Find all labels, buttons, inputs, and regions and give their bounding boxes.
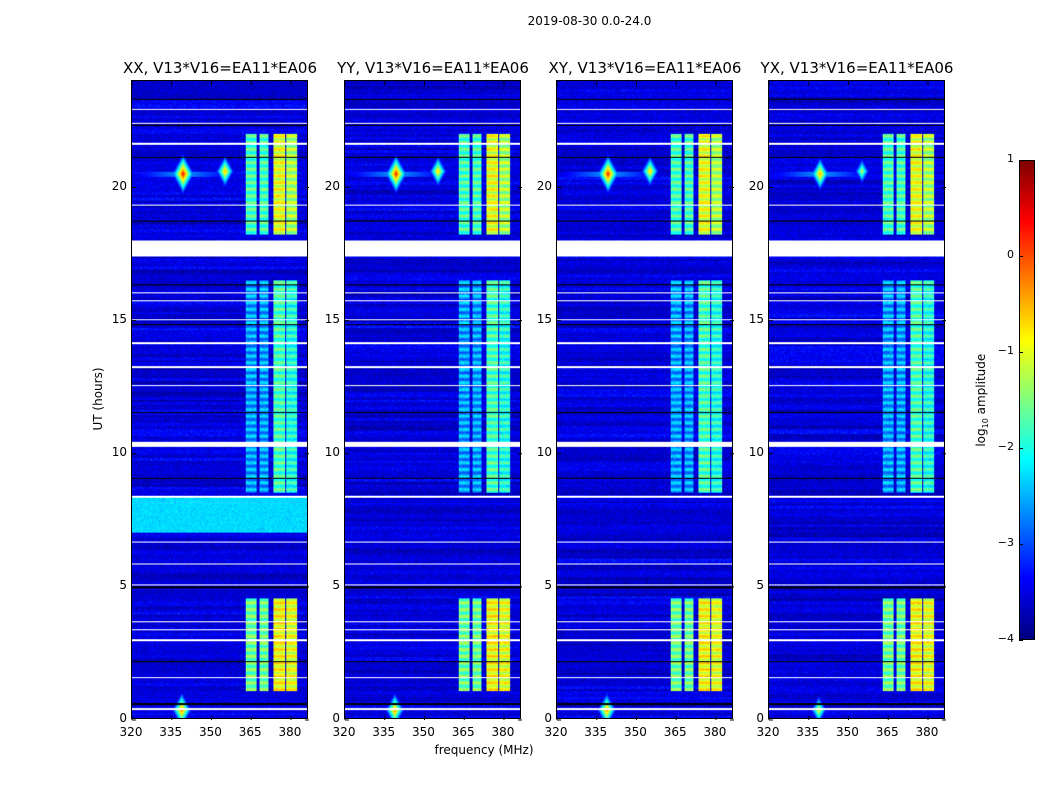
y-tick-label: 15 — [111, 311, 127, 326]
y-tick-label: 10 — [324, 444, 340, 459]
figure-title: 2019-08-30 0.0-24.0 — [527, 14, 652, 28]
panel-title-yy: YY, V13*V16=EA11*EA06 — [337, 59, 529, 77]
panel-ticks — [768, 81, 946, 721]
y-tick-label: 5 — [119, 577, 127, 592]
colorbar-label-rest: amplitude — [973, 353, 988, 419]
x-tick-label: 320 — [756, 725, 780, 739]
colorbar-tick-mark — [1019, 160, 1023, 161]
y-tick-label: 20 — [111, 178, 127, 193]
panel-ticks — [344, 81, 522, 721]
x-tick-label: 335 — [372, 725, 396, 739]
colorbar-tick-label: 0 — [1007, 248, 1014, 261]
y-tick-label: 20 — [748, 178, 764, 193]
spectrogram-yx — [769, 81, 944, 718]
panel-title-xy: XY, V13*V16=EA11*EA06 — [548, 59, 742, 77]
y-tick-label: 5 — [332, 577, 340, 592]
spectrogram-yy — [345, 81, 520, 718]
x-tick-label: 380 — [703, 725, 727, 739]
x-tick-label: 380 — [915, 725, 939, 739]
y-tick-label: 5 — [756, 577, 764, 592]
x-tick-label: 365 — [451, 725, 475, 739]
y-tick-label: 15 — [748, 311, 764, 326]
colorbar-tick-mark — [1019, 544, 1023, 545]
y-tick-label: 5 — [544, 577, 552, 592]
x-tick-label: 320 — [332, 725, 356, 739]
x-tick-label: 380 — [491, 725, 515, 739]
x-tick-label: 350 — [624, 725, 647, 739]
x-tick-label: 335 — [584, 725, 608, 739]
colorbar — [1019, 160, 1035, 640]
x-tick-label: 320 — [119, 725, 143, 739]
y-tick-label: 0 — [756, 711, 764, 725]
y-tick-label: 10 — [536, 444, 552, 459]
spectrogram-panel-yy — [344, 80, 522, 721]
x-tick-label: 335 — [159, 725, 183, 739]
spectrogram-panel-yx — [768, 80, 946, 721]
x-tick-label: 320 — [544, 725, 568, 739]
x-tick-label: 365 — [663, 725, 687, 739]
colorbar-gradient — [1020, 161, 1034, 639]
spectrogram-xx — [132, 81, 307, 718]
colorbar-label-sub: 10 — [981, 418, 991, 429]
x-tick-label: 350 — [836, 725, 859, 739]
y-tick-label: 0 — [332, 711, 340, 725]
y-tick-label: 20 — [536, 178, 552, 193]
x-tick-label: 350 — [412, 725, 435, 739]
x-tick-label: 335 — [796, 725, 820, 739]
y-axis-label: UT (hours) — [91, 367, 105, 431]
colorbar-tick-mark — [1019, 448, 1023, 449]
panel-ticks — [131, 81, 309, 721]
x-tick-label: 365 — [238, 725, 262, 739]
colorbar-tick-mark — [1019, 256, 1023, 257]
colorbar-tick-label: −4 — [997, 632, 1014, 645]
panel-ticks — [556, 81, 734, 721]
colorbar-tick-label: −2 — [997, 440, 1014, 453]
y-tick-label: 15 — [536, 311, 552, 326]
x-tick-label: 380 — [278, 725, 302, 739]
colorbar-tick-label: 1 — [1007, 152, 1014, 165]
spectrogram-panel-xy — [556, 80, 734, 721]
spectrogram-panel-xx — [131, 80, 309, 721]
colorbar-tick-label: −3 — [997, 536, 1014, 549]
colorbar-tick-mark — [1019, 352, 1023, 353]
panel-title-yx: YX, V13*V16=EA11*EA06 — [760, 59, 954, 77]
y-tick-label: 0 — [119, 711, 127, 725]
y-tick-label: 10 — [111, 444, 127, 459]
spectrogram-xy — [557, 81, 732, 718]
colorbar-tick-label: −1 — [997, 344, 1014, 357]
y-tick-label: 20 — [324, 178, 340, 193]
y-tick-label: 15 — [324, 311, 340, 326]
colorbar-tick-mark — [1019, 640, 1023, 641]
y-tick-label: 10 — [748, 444, 764, 459]
panel-title-xx: XX, V13*V16=EA11*EA06 — [122, 59, 317, 77]
y-tick-label: 0 — [544, 711, 552, 725]
x-tick-label: 350 — [199, 725, 222, 739]
x-tick-label: 365 — [875, 725, 899, 739]
x-axis-label: frequency (MHz) — [434, 743, 534, 757]
